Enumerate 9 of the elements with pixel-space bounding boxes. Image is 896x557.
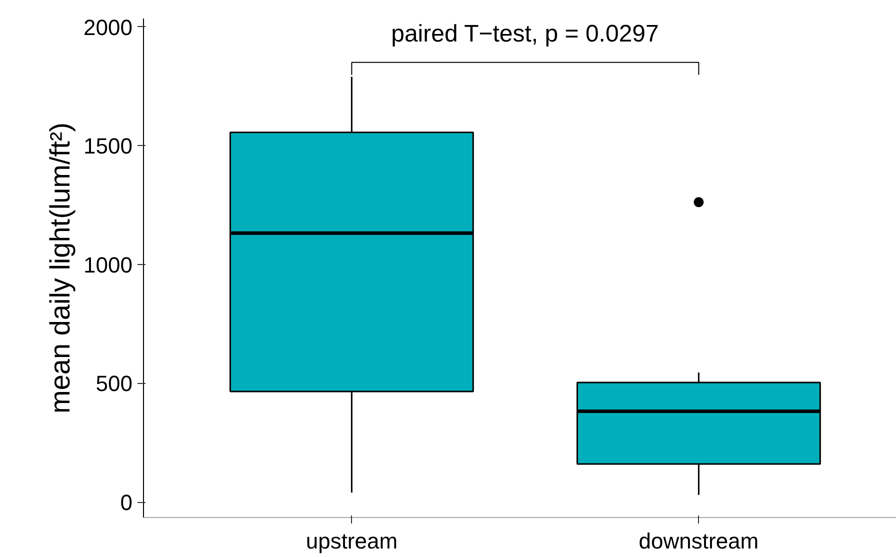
annotation: paired T−test, p = 0.0297 [391, 20, 659, 48]
y-axis-title: mean daily light(lum/ft²) [44, 122, 76, 414]
y-tick-label: 0 [120, 490, 133, 516]
x-tick-label: upstream [306, 528, 398, 554]
y-tick-label: 500 [96, 371, 133, 396]
y-tick-label: 1500 [84, 134, 133, 159]
y-tick-label: 1000 [84, 252, 133, 278]
y-tick-label: 2000 [84, 14, 133, 40]
x-tick-label: downstream [638, 528, 759, 554]
